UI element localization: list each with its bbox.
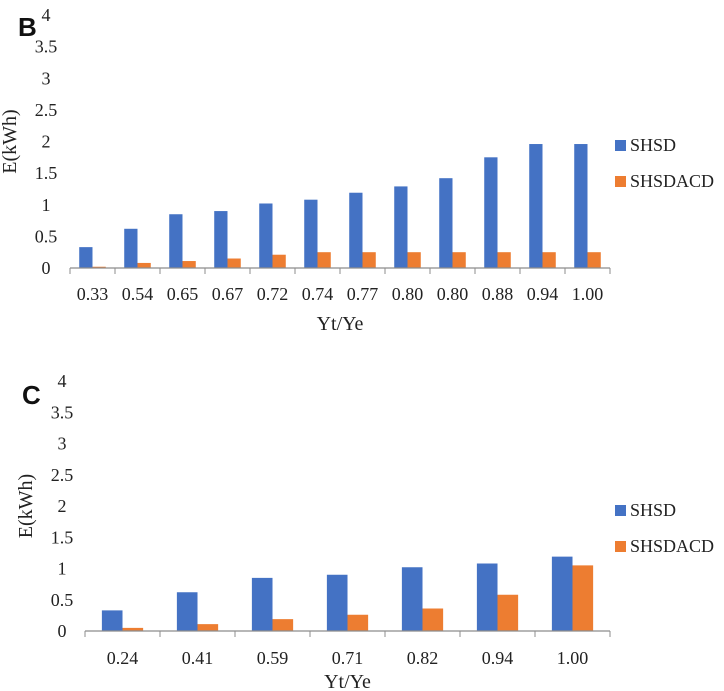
x-tick-label: 0.54 [122,284,154,304]
bar-shsd [401,567,423,631]
bar-shsdacd [572,565,594,632]
panel-label: B [18,12,37,42]
x-tick-label: 0.59 [257,648,289,668]
x-tick-label: 0.65 [167,284,199,304]
legend-label-shsdacd: SHSDACD [630,171,714,191]
x-tick-label: 0.24 [107,648,139,668]
bar-shsdacd [317,252,331,268]
bar-shsd [551,556,573,632]
y-tick-label: 2 [58,496,67,516]
chart-panel-c: 0 0.5 1 1.5 2 2.5 3 3.5 4 0.24 0.41 0.59 0.71 0.82 0.9… [15,371,714,691]
bar-shsd [574,144,588,268]
bar-shsdacd [497,252,511,268]
bar-shsdacd [542,252,556,268]
legend-swatch-shsd [615,140,626,151]
bar-shsd [394,186,408,268]
y-tick-label: 0.5 [35,226,58,246]
bar-shsdacd [587,252,601,268]
x-tick-label: 0.94 [482,648,514,668]
bar-shsd [326,574,348,631]
y-tick-label: 3.5 [51,402,74,422]
bar-shsdacd [347,614,369,631]
bar-shsdacd [452,252,466,268]
bar-shsdacd [182,261,196,268]
x-tick-label: 0.82 [407,648,439,668]
bar-shsd [169,214,183,268]
bar-shsd [484,157,498,268]
x-tick-label: 0.94 [527,284,559,304]
legend-swatch-shsdacd [615,541,626,552]
panel-label: C [22,380,41,410]
x-tick-label: 1.00 [557,648,589,668]
bar-shsdacd [422,608,444,631]
legend-swatch-shsdacd [615,176,626,187]
bar-shsdacd [137,262,151,268]
bar-shsdacd [407,252,421,268]
y-tick-label: 2 [42,132,51,152]
bar-shsd [79,247,93,268]
y-tick-label: 3 [42,68,51,88]
y-tick-label: 1 [42,195,51,215]
bar-shsdacd [227,258,241,268]
bar-shsd [439,178,453,268]
legend-label-shsd: SHSD [630,135,676,155]
bar-shsdacd [362,252,376,268]
x-tick-label: 0.77 [347,284,379,304]
x-axis-title: Yt/Ye [317,313,364,335]
y-tick-label: 3 [58,434,67,454]
bar-shsdacd [272,619,294,632]
y-tick-label: 1 [58,559,67,579]
bar-shsdacd [272,254,286,268]
bar-shsd [214,211,228,268]
y-tick-label: 0 [58,621,67,641]
x-tick-label: 0.33 [77,284,109,304]
legend-label-shsd: SHSD [630,500,676,520]
x-tick-label: 0.80 [437,284,469,304]
bar-shsdacd [497,594,519,631]
x-tick-label: 1.00 [572,284,604,304]
y-tick-label: 1.5 [51,527,74,547]
bar-shsdacd [122,627,144,632]
x-tick-label: 0.80 [392,284,424,304]
y-tick-label: 1.5 [35,163,58,183]
x-tick-label: 0.67 [212,284,244,304]
bar-shsdacd [197,624,219,632]
y-tick-label: 3.5 [35,37,58,57]
x-tick-label: 0.72 [257,284,289,304]
y-tick-label: 2.5 [51,465,74,485]
bar-shsd [259,203,273,268]
bar-shsdacd [92,266,106,268]
bar-shsd [476,563,498,631]
y-tick-label: 2.5 [35,100,58,120]
legend-swatch-shsd [615,505,626,516]
x-tick-label: 0.74 [302,284,334,304]
y-tick-label: 0 [42,258,51,278]
bar-shsd [251,577,273,632]
bar-shsd [101,610,123,632]
bar-shsd [176,592,198,631]
bar-shsd [124,228,138,268]
x-tick-label: 0.71 [332,648,364,668]
y-tick-label: 4 [42,5,51,25]
bar-shsd [529,144,543,268]
chart-panel-b: 0 0.5 1 1.5 2 2.5 3 3.5 4 0.33 0.54 0.65 0.67 0.72 0.7… [0,5,714,335]
y-axis-title: E(kWh) [0,109,21,173]
bar-shsd [304,199,318,268]
bar-shsd [349,192,363,268]
y-axis-title: E(kWh) [15,474,37,538]
x-tick-label: 0.88 [482,284,514,304]
x-axis-title: Yt/Ye [324,671,371,691]
x-tick-label: 0.41 [182,648,214,668]
y-tick-label: 4 [58,371,67,391]
legend-label-shsdacd: SHSDACD [630,536,714,556]
y-tick-label: 0.5 [51,590,74,610]
